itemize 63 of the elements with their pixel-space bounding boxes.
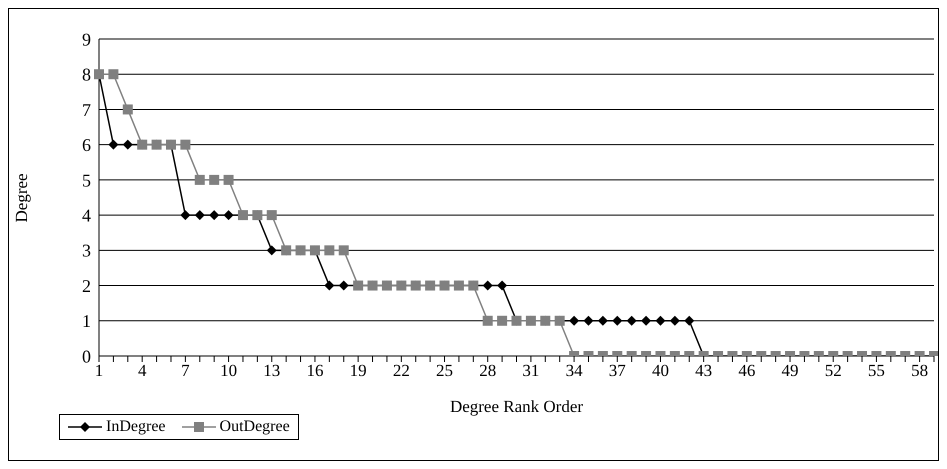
point	[209, 210, 220, 220]
x-tick-label: 52	[824, 361, 842, 380]
x-tick-label: 25	[436, 361, 454, 380]
legend-label: InDegree	[106, 418, 166, 436]
x-tick-label: 4	[138, 361, 147, 380]
point	[194, 174, 205, 185]
y-tick-label: 5	[82, 170, 91, 190]
point	[209, 174, 220, 185]
x-tick-label: 43	[695, 361, 712, 380]
point	[655, 316, 666, 326]
x-tick-label: 31	[522, 361, 540, 380]
point	[612, 316, 622, 326]
point	[224, 210, 234, 220]
x-tick-label: 1	[94, 361, 104, 380]
point	[641, 316, 652, 326]
x-tick-label: 55	[868, 361, 885, 380]
x-axis-title: Degree Rank Order	[450, 397, 584, 416]
point	[569, 316, 580, 326]
point	[583, 316, 594, 326]
point	[338, 245, 349, 256]
y-tick-label: 6	[82, 135, 91, 156]
x-tick-label: 10	[220, 361, 238, 380]
y-tick-label: 8	[82, 64, 91, 85]
point	[194, 210, 205, 220]
legend-label: OutDegree	[220, 418, 290, 436]
y-tick-label: 2	[82, 276, 91, 296]
x-tick-label: 22	[392, 361, 410, 380]
point	[497, 316, 508, 326]
point	[626, 316, 637, 326]
x-tick-label: 7	[181, 361, 190, 380]
point	[598, 316, 608, 326]
y-tick-label: 7	[82, 100, 91, 120]
y-tick-label: 3	[82, 240, 91, 261]
y-tick-label: 4	[82, 206, 91, 226]
point	[108, 140, 118, 150]
x-tick-label: 46	[738, 361, 756, 380]
point	[684, 316, 694, 326]
point	[266, 245, 277, 256]
x-tick-label: 49	[782, 361, 799, 380]
point	[338, 280, 349, 291]
point	[266, 210, 277, 220]
x-tick-label: 16	[306, 361, 324, 380]
point	[122, 140, 133, 150]
x-tick-label: 40	[652, 361, 669, 380]
point	[324, 280, 334, 291]
x-tick-label: 34	[566, 361, 584, 380]
point	[497, 280, 508, 291]
y-tick-label: 9	[82, 29, 91, 50]
point	[180, 140, 190, 150]
x-tick-label: 37	[608, 361, 626, 380]
point	[324, 245, 334, 256]
x-tick-label: 19	[350, 361, 367, 380]
point	[482, 316, 493, 326]
y-axis-title: Degree	[12, 173, 32, 222]
x-tick-label: 13	[263, 361, 280, 380]
point	[180, 210, 190, 220]
point	[670, 316, 680, 326]
x-tick-label: 28	[479, 361, 496, 380]
y-tick-label: 1	[82, 311, 91, 332]
x-tick-label: 58	[911, 361, 928, 380]
point	[482, 280, 493, 291]
y-tick-label: 0	[82, 346, 91, 366]
point	[224, 174, 234, 185]
